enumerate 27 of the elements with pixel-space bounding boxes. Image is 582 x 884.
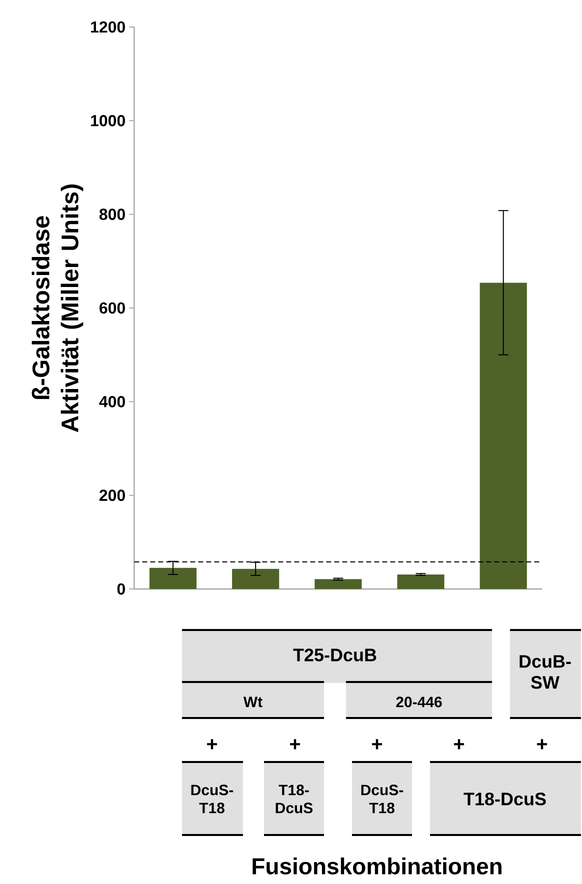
y-tick-label: 0 (117, 583, 125, 595)
text: + (290, 739, 300, 750)
text: + (537, 739, 548, 750)
bar (480, 282, 527, 589)
text: T25-DcuB (293, 648, 376, 662)
y-tick-label: 400 (99, 396, 125, 408)
text: Fusionskombinationen (252, 858, 502, 874)
y-tick-label: 600 (100, 302, 125, 314)
bar (232, 568, 280, 589)
y-tick-label: 200 (100, 490, 125, 501)
text: DcuB-SW (520, 655, 571, 689)
y-tick-label: 1200 (91, 21, 125, 33)
y-axis-title: ß-Galaktosidase Aktivität (Miller Units) (32, 184, 84, 432)
text: T18-DcuS (464, 792, 546, 806)
text: Wt (243, 696, 262, 708)
bar (397, 574, 444, 589)
text: DcuS-T18 (361, 784, 404, 814)
text: + (454, 739, 464, 750)
text: + (207, 739, 218, 750)
text: + (372, 739, 382, 750)
y-tick-label: 800 (99, 208, 125, 220)
text: DcuS-T18 (191, 784, 234, 814)
bar (149, 568, 197, 589)
bar (314, 579, 362, 589)
text: T18-DcuS (276, 784, 313, 814)
text: 20-446 (396, 696, 442, 708)
y-tick-label: 1000 (91, 115, 125, 126)
